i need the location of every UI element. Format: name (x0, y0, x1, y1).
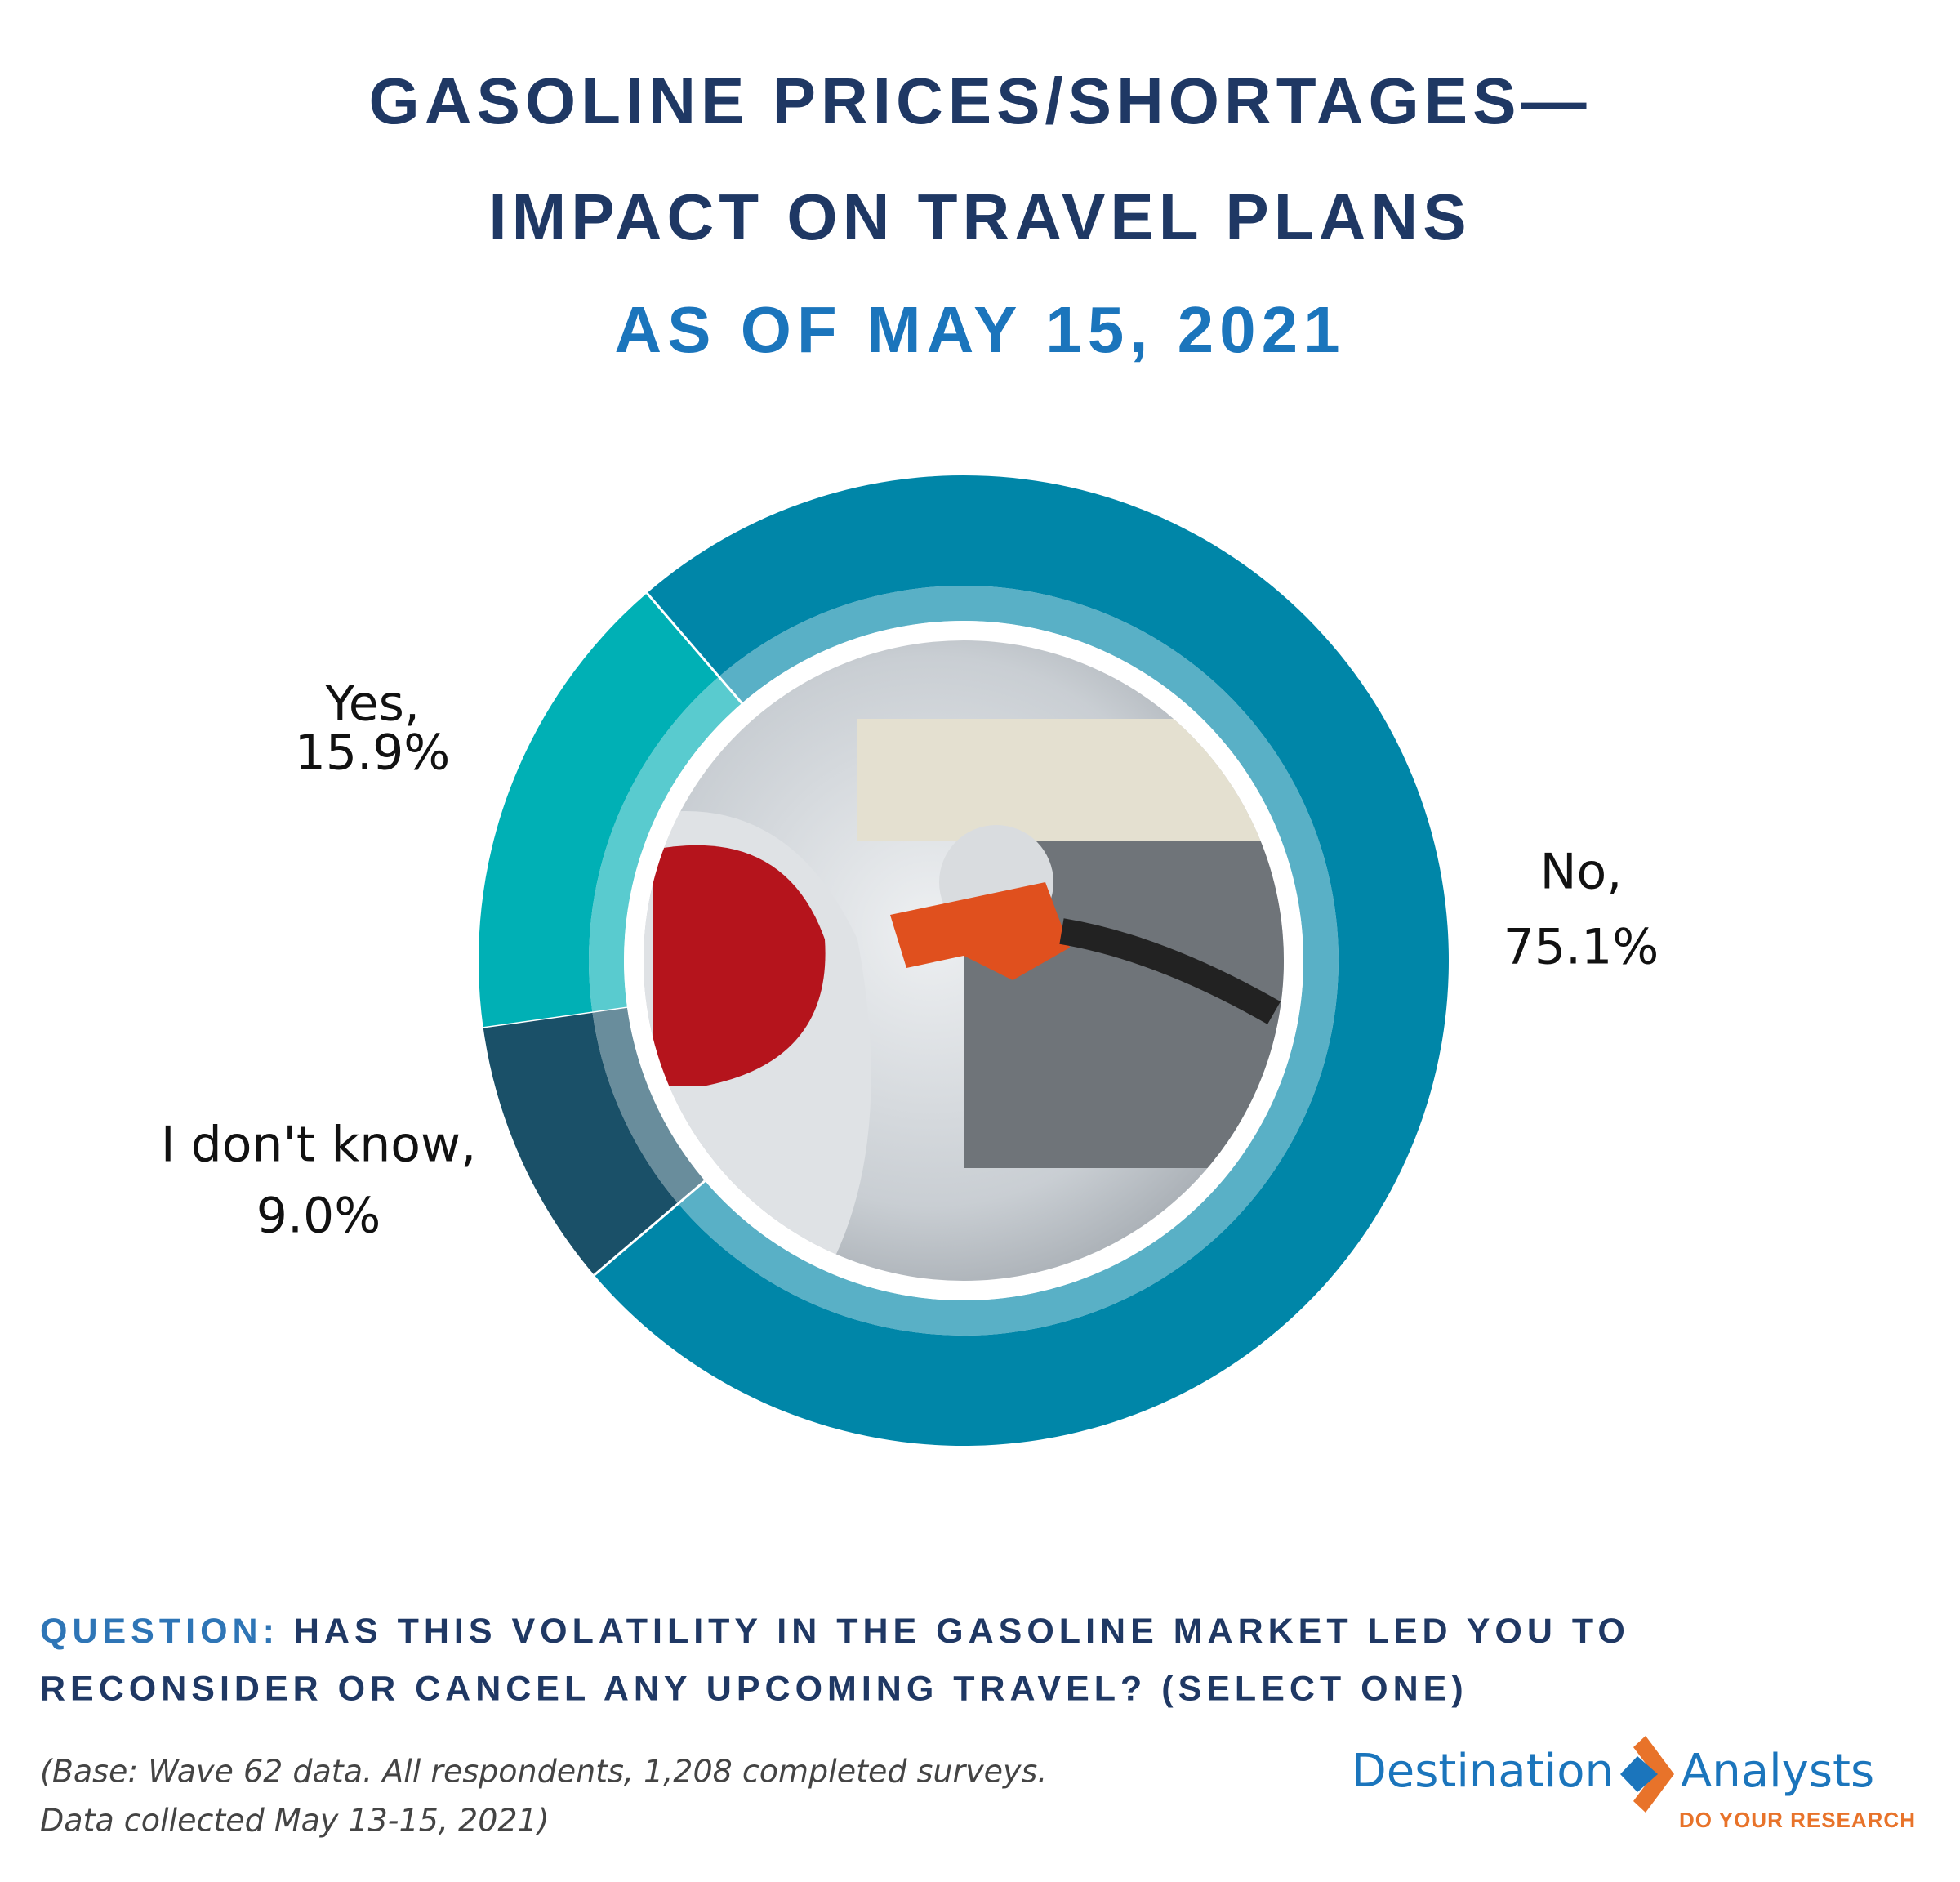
slice-label: I don't know, (161, 1117, 476, 1174)
slice-inner (588, 676, 742, 1013)
question-text: HAS THIS VOLATILITY IN THE GASOLINE MARK… (294, 1612, 1630, 1651)
slice-label: Yes, (324, 676, 420, 733)
slice-inner-tint (592, 1007, 706, 1204)
slice-divider (646, 592, 743, 704)
logo-text: Analysts (1681, 1745, 1874, 1798)
slice-inner-tint (588, 676, 742, 1013)
chart-title: IMPACT ON TRAVEL PLANS (488, 181, 1471, 253)
slice-inner (678, 585, 1339, 1336)
logo-mark (1620, 1736, 1674, 1813)
slice (594, 475, 1449, 1446)
slice-inner-tint (678, 585, 1339, 1336)
slice-value-label: 9.0% (256, 1188, 381, 1245)
slice (479, 593, 719, 1028)
slice-inner (592, 1007, 706, 1204)
logo-tagline: DO YOUR RESEARCH (1679, 1808, 1916, 1832)
slice-divider (593, 1180, 706, 1277)
slice-label: No, (1540, 844, 1623, 901)
center-photo (644, 640, 1284, 1281)
chart-title: GASOLINE PRICES/SHORTAGES— (369, 65, 1592, 137)
logo-text: Destination (1352, 1745, 1614, 1798)
question-lead: QUESTION: (40, 1612, 279, 1651)
slice (483, 1012, 679, 1275)
base-note: Data collected May 13-15, 2021) (40, 1803, 550, 1839)
slice-value-label: 15.9% (295, 725, 451, 782)
base-note: (Base: Wave 62 data. All respondents, 1,… (40, 1754, 1047, 1790)
chart-subtitle: AS OF MAY 15, 2021 (614, 293, 1345, 366)
slice-value-label: 75.1% (1503, 919, 1659, 976)
question-line: RECONSIDER OR CANCEL ANY UPCOMING TRAVEL… (40, 1669, 1468, 1708)
question-line: QUESTION: HAS THIS VOLATILITY IN THE GAS… (40, 1612, 1630, 1651)
